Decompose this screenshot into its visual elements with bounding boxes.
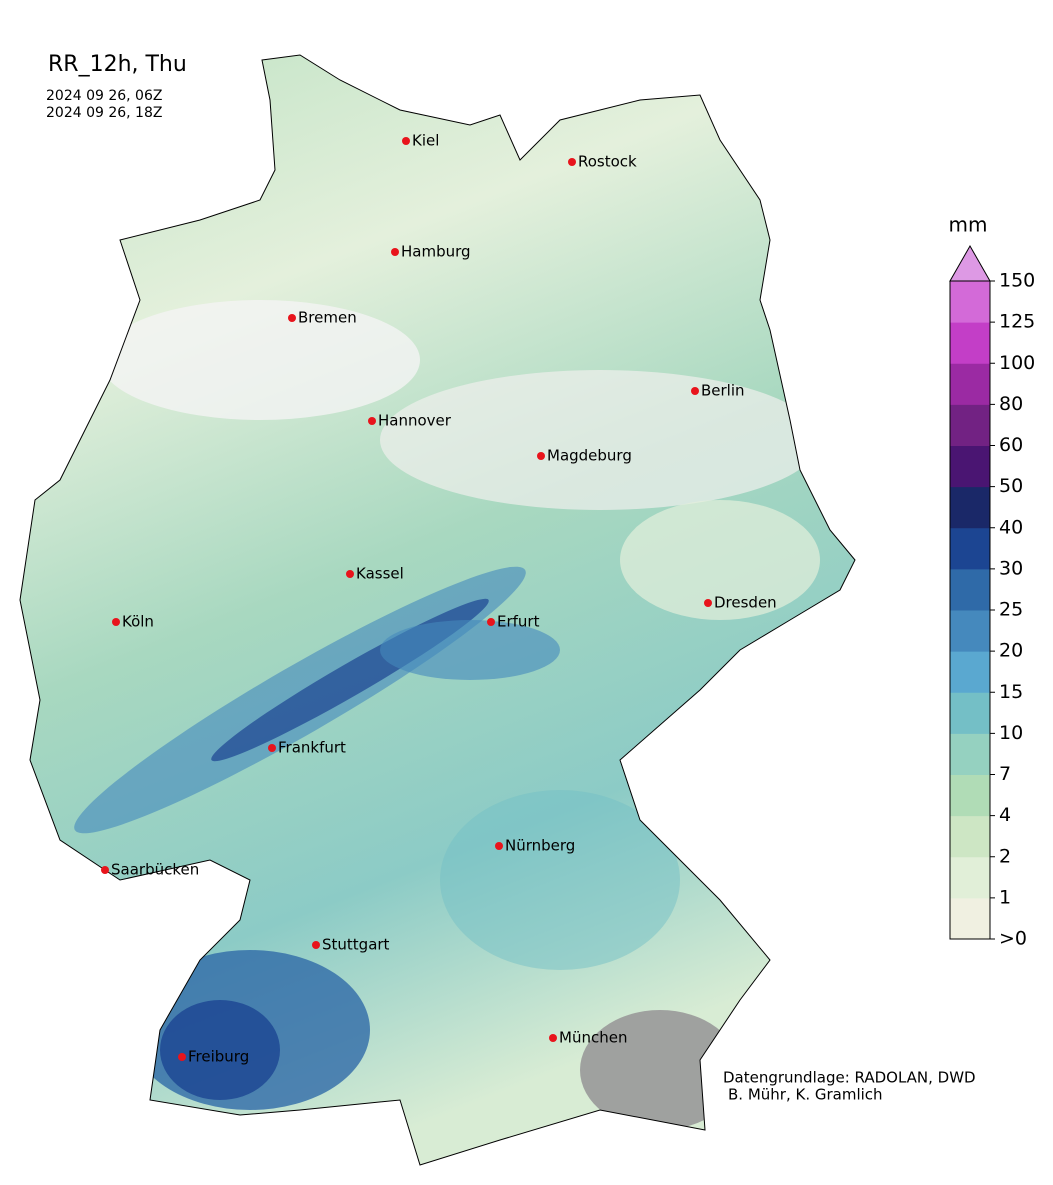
- colorbar-segment: [950, 568, 990, 611]
- city-dot: [487, 618, 495, 626]
- colorbar-tick-label: 1: [999, 886, 1011, 908]
- colorbar-segment: [950, 322, 990, 364]
- city-dot: [704, 599, 712, 607]
- city-label: Hannover: [378, 412, 452, 430]
- city-label: Frankfurt: [278, 739, 346, 757]
- colorbar-segment: [950, 445, 990, 488]
- colorbar-tick-label: 150: [999, 270, 1035, 292]
- legend-unit: mm: [949, 213, 988, 237]
- city-label: Magdeburg: [547, 447, 632, 465]
- city-label: München: [559, 1029, 627, 1047]
- colorbar-segment: [950, 651, 990, 693]
- colorbar-segment: [950, 527, 990, 570]
- cities: Kiel Rostock Hamburg Bremen Berlin Hannover Ma…: [101, 132, 777, 1066]
- colorbar-segment: [950, 404, 990, 446]
- colorbar-segment: [950, 856, 990, 899]
- city-label: Bremen: [298, 309, 357, 327]
- city-dot: [346, 570, 354, 578]
- colorbar-segment: [950, 815, 990, 858]
- colorbar-segment: [950, 733, 990, 775]
- colorbar-tick-label: 10: [999, 722, 1023, 744]
- city-label: Berlin: [701, 382, 745, 400]
- credit-source: Datengrundlage: RADOLAN, DWD: [723, 1069, 976, 1087]
- colorbar-tick-label: >0: [999, 928, 1027, 950]
- city-dot: [112, 618, 120, 626]
- city-dot: [178, 1053, 186, 1061]
- city-label: Saarbücken: [111, 861, 199, 879]
- city-label: Rostock: [578, 153, 637, 171]
- city-dot: [288, 314, 296, 322]
- city-label: Freiburg: [188, 1048, 249, 1066]
- city-dot: [268, 744, 276, 752]
- colorbar-tick-label: 4: [999, 804, 1011, 826]
- city-dot: [568, 158, 576, 166]
- colorbar-tick-label: 100: [999, 352, 1035, 374]
- colorbar-tick-label: 50: [999, 475, 1023, 497]
- date-end: 2024 09 26, 18Z: [46, 105, 162, 121]
- credit-authors: B. Mühr, K. Gramlich: [728, 1086, 883, 1104]
- colorbar-extend: [949, 244, 991, 282]
- colorbar-tick-label: 30: [999, 557, 1023, 579]
- colorbar-tick-label: 125: [999, 311, 1035, 333]
- city-dot: [495, 842, 503, 850]
- colorbar: >0 1 2 4 7 10 15 20 25 30 40 50 60 80 100 125 150: [949, 244, 1035, 950]
- colorbar-tick-label: 2: [999, 845, 1011, 867]
- city-dot: [691, 387, 699, 395]
- colorbar-segment: [950, 281, 990, 323]
- city-label: Stuttgart: [322, 936, 390, 954]
- colorbar-tick-label: 15: [999, 681, 1023, 703]
- city-dot: [101, 866, 109, 874]
- colorbar-tick-label: 40: [999, 516, 1023, 538]
- colorbar-tick-label: 60: [999, 434, 1023, 456]
- city-dot: [549, 1034, 557, 1042]
- city-label: Köln: [122, 613, 154, 631]
- city-label: Dresden: [714, 594, 777, 612]
- city-dot: [537, 452, 545, 460]
- colorbar-segment: [950, 897, 990, 940]
- city-dot: [312, 941, 320, 949]
- city-label: Erfurt: [497, 613, 540, 631]
- city-dot: [402, 137, 410, 145]
- colorbar-segment: [950, 363, 990, 405]
- precip-field: [20, 55, 855, 1165]
- colorbar-segment: [950, 610, 990, 652]
- city-dot: [368, 417, 376, 425]
- colorbar-tick-label: 7: [999, 763, 1011, 785]
- city-label: Kassel: [356, 565, 404, 583]
- colorbar-tick-label: 80: [999, 393, 1023, 415]
- city-dot: [391, 248, 399, 256]
- colorbar-tick-label: 20: [999, 640, 1023, 662]
- date-start: 2024 09 26, 06Z: [46, 88, 162, 104]
- colorbar-segment: [950, 692, 990, 734]
- city-label: Kiel: [412, 132, 439, 150]
- colorbar-tick-label: 25: [999, 599, 1023, 621]
- city-label: Hamburg: [401, 243, 471, 261]
- colorbar-segment: [950, 774, 990, 817]
- map-title: RR_12h, Thu: [48, 52, 187, 77]
- city-label: Nürnberg: [505, 837, 575, 855]
- colorbar-segment: [950, 486, 990, 529]
